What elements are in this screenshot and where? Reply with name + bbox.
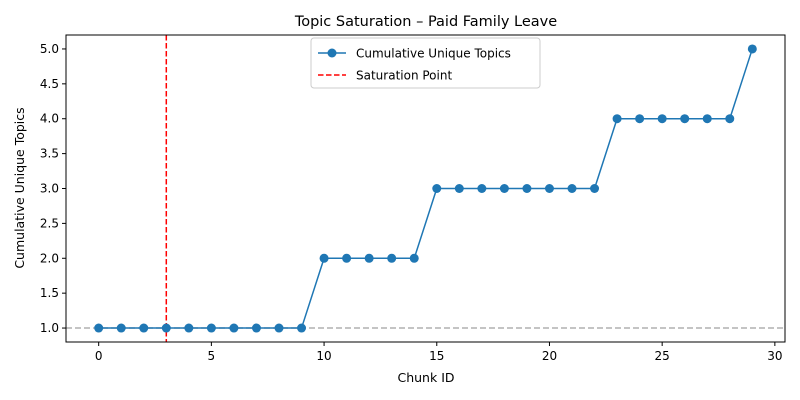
data-point [612,114,622,124]
data-point [116,323,126,333]
data-point [590,184,600,193]
y-axis-label: Cumulative Unique Topics [12,107,27,268]
y-tick-label: 1.0 [40,321,59,335]
legend-box [310,37,541,89]
x-tick-label: 20 [542,349,557,363]
data-point [94,323,104,333]
y-tick-label: 2.0 [40,251,59,265]
x-tick-label: 0 [95,349,103,363]
data-point [477,184,487,193]
y-tick-label: 2.5 [40,216,59,230]
x-axis-ticks: 0 5 10 15 20 25 30 [95,342,782,363]
data-point [387,253,397,263]
data-point [206,323,216,333]
data-point [161,323,171,333]
y-tick-label: 4.5 [40,77,59,91]
data-point [657,114,667,124]
data-point [747,44,757,54]
legend: Cumulative Unique Topics Saturation Poin… [310,37,541,89]
data-point [139,323,149,333]
data-point [725,114,735,124]
data-point [319,253,329,263]
legend-marker-swatch [327,48,337,58]
data-point [454,184,464,193]
x-tick-label: 10 [316,349,331,363]
data-point [702,114,712,124]
data-point [251,323,261,333]
data-point [522,184,532,193]
x-axis-label: Chunk ID [397,370,454,385]
data-point [680,114,690,124]
y-tick-label: 3.5 [40,147,59,161]
data-point [274,323,284,333]
y-tick-label: 4.0 [40,112,59,126]
x-tick-label: 5 [208,349,216,363]
chart-title: Topic Saturation – Paid Family Leave [294,14,557,30]
data-point [635,114,645,124]
data-point [297,323,307,333]
x-tick-label: 30 [767,349,782,363]
legend-entry-cumulative-unique-topics: Cumulative Unique Topics [356,47,511,61]
y-axis-ticks: 1.0 1.5 2.0 2.5 3.0 3.5 4.0 4.5 5.0 [40,42,66,335]
data-point [364,253,374,263]
y-tick-label: 5.0 [40,42,59,56]
legend-entry-saturation-point: Saturation Point [356,69,452,83]
data-point [229,323,239,333]
data-point [432,184,442,193]
series-line-cumulative-unique-topics [98,48,754,329]
data-point [544,184,554,193]
data-point [184,323,194,333]
x-tick-label: 15 [429,349,444,363]
data-point [499,184,509,193]
plot-area [66,35,785,342]
x-tick-label: 25 [655,349,670,363]
data-point [567,184,577,193]
data-point [409,253,419,263]
data-point [342,253,352,263]
y-tick-label: 1.5 [40,286,59,300]
y-tick-label: 3.0 [40,182,59,196]
series-points [94,44,757,333]
